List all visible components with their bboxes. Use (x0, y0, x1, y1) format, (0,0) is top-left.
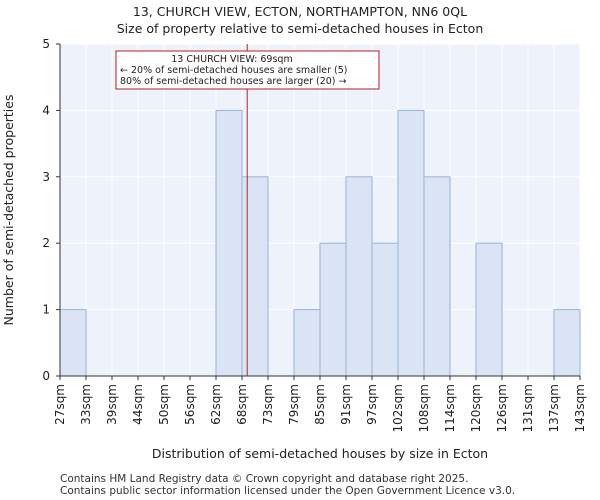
x-tick-label: 97sqm (365, 384, 379, 425)
histogram-bar (553, 309, 581, 377)
histogram-bar (241, 176, 269, 377)
x-tick-label: 68sqm (235, 384, 249, 425)
x-tick-label: 33sqm (79, 384, 93, 425)
x-tick-label: 27sqm (53, 384, 67, 425)
x-tick-label: 126sqm (495, 384, 509, 432)
histogram-bar (319, 242, 347, 377)
chart-subtitle: Size of property relative to semi-detach… (116, 21, 484, 36)
histogram-bar (215, 109, 243, 377)
x-tick-label: 102sqm (391, 384, 405, 432)
x-tick-label: 39sqm (105, 384, 119, 425)
y-tick-label: 3 (42, 170, 50, 184)
footer-copyright: Contains HM Land Registry data © Crown c… (60, 473, 469, 485)
x-tick-label: 143sqm (573, 384, 587, 432)
y-tick-label: 5 (42, 37, 50, 51)
footer-licence: Contains public sector information licen… (60, 485, 516, 497)
histogram-bar (397, 109, 425, 377)
annotation-line-1: 13 CHURCH VIEW: 69sqm (171, 54, 292, 65)
y-axis-label: Number of semi-detached properties (1, 95, 16, 326)
histogram-bar (475, 242, 503, 377)
annotation-line-2: ← 20% of semi-detached houses are smalle… (120, 65, 348, 76)
histogram-bar (371, 242, 399, 377)
x-tick-label: 120sqm (469, 384, 483, 432)
y-tick-label: 0 (42, 369, 50, 383)
annotation-box (115, 50, 380, 90)
x-tick-label: 73sqm (261, 384, 275, 425)
annotation-line-3: 80% of semi-detached houses are larger (… (120, 76, 347, 87)
x-tick-label: 62sqm (209, 384, 223, 425)
x-tick-label: 131sqm (521, 384, 535, 432)
chart-title: 13, CHURCH VIEW, ECTON, NORTHAMPTON, NN6… (132, 4, 468, 19)
x-tick-label: 108sqm (417, 384, 431, 432)
x-tick-label: 50sqm (157, 384, 171, 425)
y-tick-label: 4 (42, 103, 50, 117)
x-tick-label: 85sqm (313, 384, 327, 425)
x-tick-label: 137sqm (547, 384, 561, 432)
x-tick-label: 91sqm (339, 384, 353, 425)
x-tick-label: 79sqm (287, 384, 301, 425)
y-tick-label: 1 (42, 303, 50, 317)
x-tick-label: 56sqm (183, 384, 197, 425)
y-tick-label: 2 (42, 236, 50, 250)
histogram-bar (345, 176, 373, 377)
histogram-bar (59, 309, 87, 377)
histogram-bar (423, 176, 451, 377)
x-tick-label: 44sqm (131, 384, 145, 425)
histogram-bar (293, 309, 321, 377)
x-tick-label: 114sqm (443, 384, 457, 432)
x-axis-label: Distribution of semi-detached houses by … (152, 446, 488, 461)
